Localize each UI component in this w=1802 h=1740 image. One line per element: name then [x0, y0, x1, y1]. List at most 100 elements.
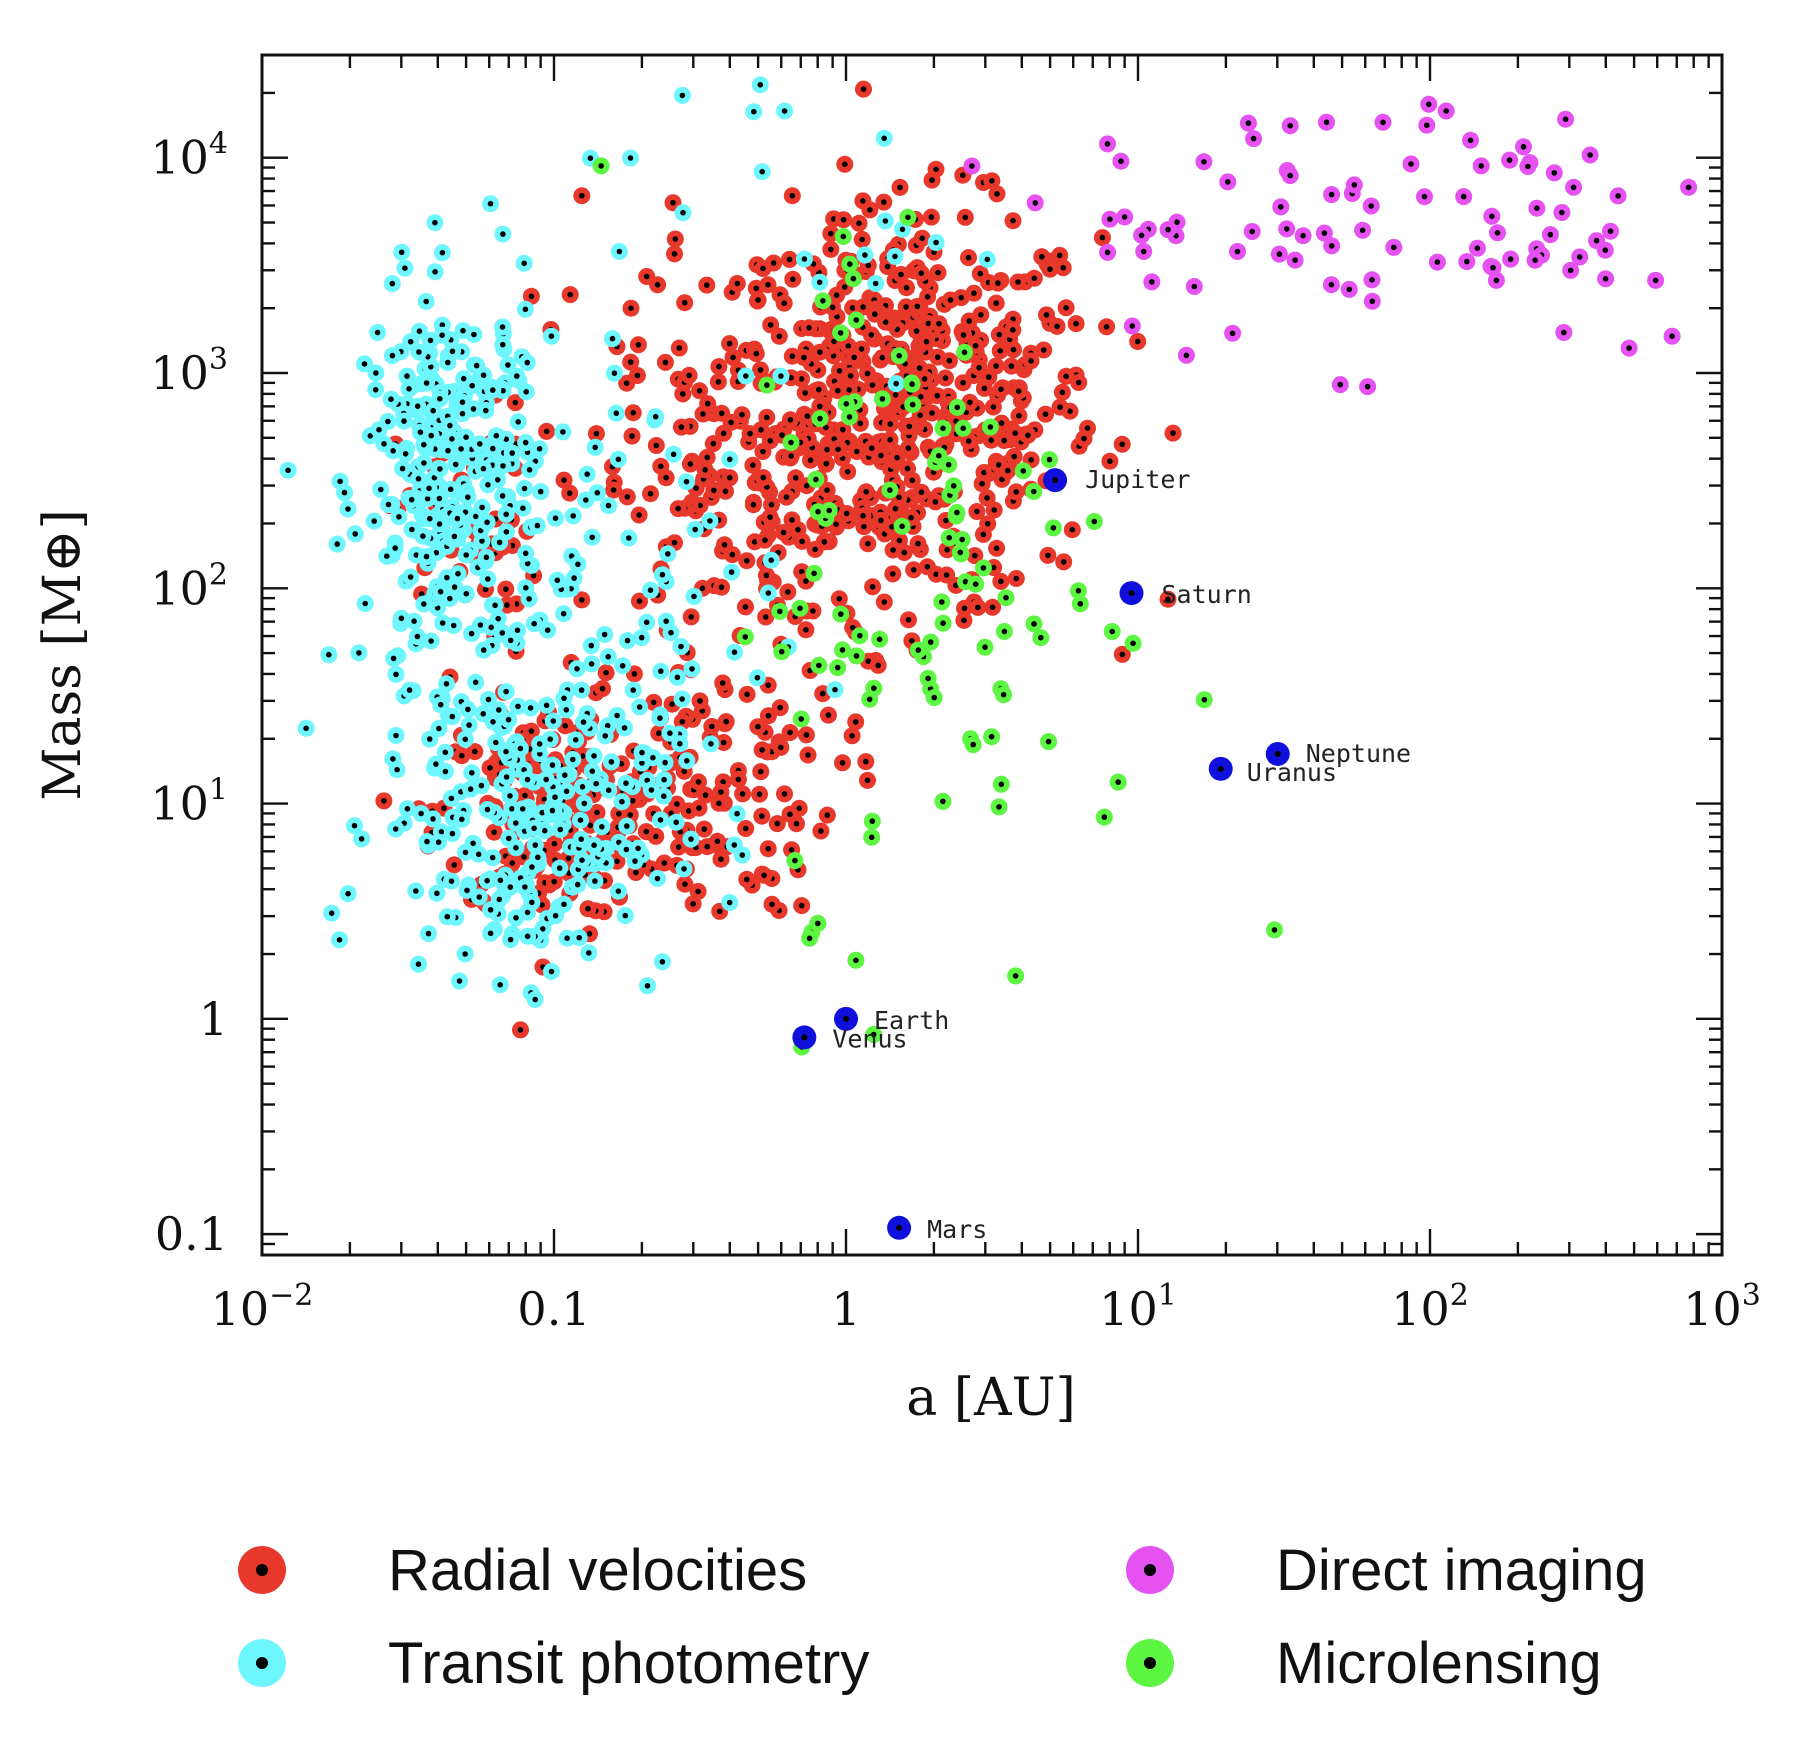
- data-point-core: [700, 411, 706, 417]
- data-point-core: [1031, 275, 1038, 282]
- data-point-core: [1149, 279, 1155, 285]
- data-point-core: [560, 610, 567, 617]
- data-point-core: [1183, 352, 1190, 359]
- data-point-core: [433, 761, 439, 767]
- data-point-core: [865, 262, 872, 269]
- data-point-core: [917, 412, 923, 419]
- data-point-core: [428, 638, 434, 644]
- data-point-core: [470, 840, 476, 847]
- data-point-core: [657, 817, 664, 823]
- data-point-core: [757, 367, 764, 373]
- data-point-core: [588, 661, 595, 667]
- data-point-core: [523, 389, 529, 395]
- data-point-core: [728, 569, 735, 575]
- data-point-core: [663, 474, 669, 481]
- data-point-core: [1380, 119, 1386, 126]
- data-point-core: [1060, 265, 1066, 271]
- data-point-core: [778, 744, 784, 751]
- data-point-core: [627, 812, 634, 818]
- data-point-core: [843, 401, 850, 407]
- data-point-core: [1346, 286, 1353, 293]
- data-point-core: [423, 298, 430, 305]
- data-point-core: [1015, 279, 1021, 285]
- data-point-core: [1099, 234, 1106, 241]
- data-point-core: [512, 399, 519, 406]
- data-point-core: [915, 647, 922, 653]
- data-point-core: [421, 601, 427, 607]
- data-point-core: [417, 429, 424, 436]
- data-point-core: [702, 792, 709, 798]
- data-point-core: [1075, 588, 1082, 594]
- data-point-core: [424, 495, 431, 502]
- data-point-core: [723, 718, 729, 725]
- data-point-core: [471, 331, 477, 338]
- data-point-core: [797, 605, 803, 612]
- data-point-core: [524, 933, 531, 940]
- data-point-core: [449, 436, 455, 442]
- legend-label: Microlensing: [1276, 1631, 1602, 1696]
- data-point-core: [523, 585, 529, 591]
- data-point-core: [459, 752, 465, 759]
- data-point-core: [464, 887, 470, 894]
- legend-item: Transit photometry: [238, 1631, 869, 1696]
- data-point-core: [452, 461, 459, 468]
- data-point-core: [615, 456, 622, 463]
- data-point-core: [1615, 193, 1621, 199]
- data-point-core: [978, 312, 984, 318]
- data-point-core: [535, 854, 541, 861]
- data-point-core: [648, 787, 655, 793]
- data-point-core: [480, 372, 487, 379]
- data-point-core: [875, 662, 881, 669]
- data-point-core: [716, 908, 723, 915]
- data-point-core: [438, 829, 445, 835]
- data-point-core: [450, 622, 457, 629]
- data-point-core: [434, 890, 440, 897]
- data-point-core: [536, 446, 543, 452]
- data-point-core: [824, 812, 831, 818]
- data-point-core: [629, 433, 635, 439]
- data-point-core: [574, 666, 580, 672]
- data-point-core: [1474, 245, 1481, 251]
- data-point-core: [459, 399, 466, 406]
- data-point-core: [398, 249, 405, 256]
- data-point-core: [493, 739, 499, 746]
- data-point-core: [769, 901, 775, 908]
- data-point-core: [882, 319, 889, 325]
- legend-item: Direct imaging: [1126, 1538, 1647, 1603]
- data-point-core: [588, 642, 595, 649]
- data-point-core: [472, 679, 479, 686]
- data-point-core: [1115, 779, 1121, 785]
- data-point-core: [561, 695, 567, 702]
- data-point-core: [635, 342, 642, 348]
- data-point-core: [437, 588, 444, 595]
- data-point-core: [744, 876, 750, 883]
- data-point-core: [436, 521, 443, 527]
- data-point-core: [647, 587, 654, 593]
- data-point-core: [661, 860, 668, 866]
- data-point-core: [465, 706, 471, 713]
- data-point-core: [867, 207, 873, 213]
- data-point-core: [839, 647, 846, 653]
- data-point-core: [495, 615, 502, 622]
- data-point-core: [406, 687, 413, 693]
- data-point-core: [1054, 323, 1060, 330]
- data-point-core: [549, 807, 556, 814]
- data-point-core: [944, 547, 950, 553]
- data-point-core: [426, 736, 433, 742]
- x-tick-label: 102: [1391, 1278, 1469, 1336]
- data-point-core: [605, 787, 612, 793]
- data-point-core: [451, 862, 458, 868]
- data-point-core: [753, 350, 760, 357]
- data-point-core: [1493, 277, 1500, 284]
- data-point-core: [962, 214, 969, 221]
- data-point-core: [820, 298, 826, 304]
- data-point-core: [425, 930, 432, 937]
- data-point-core: [1559, 209, 1565, 216]
- data-point-core: [567, 291, 573, 298]
- data-point-core: [1287, 172, 1293, 179]
- data-point-core: [575, 561, 581, 568]
- x-tick-label: 0.1: [517, 1282, 590, 1336]
- axis-ticks: [260, 53, 1724, 1257]
- data-point-core: [807, 457, 814, 464]
- data-point-core: [475, 851, 482, 858]
